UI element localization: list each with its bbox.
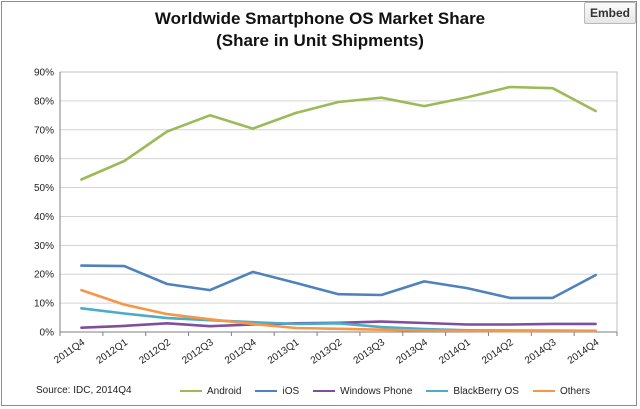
series-line-android (80, 85, 597, 181)
chart-title-line1: Worldwide Smartphone OS Market Share (154, 9, 486, 28)
y-tick-label: 20% (34, 270, 54, 281)
legend-swatch (180, 390, 202, 392)
legend-swatch (255, 390, 278, 392)
x-tick-label: 2013Q3 (352, 337, 388, 367)
y-tick-label: 30% (34, 241, 54, 252)
chart-legend: Android iOS Windows Phone BlackBerry OS Othe… (180, 384, 604, 398)
x-tick-label: 2014Q3 (523, 337, 559, 367)
y-tick-label: 0% (40, 328, 55, 339)
y-tick-label: 50% (34, 183, 54, 194)
legend-item-android: Android (180, 386, 241, 397)
x-tick-label: 2014Q1 (437, 337, 473, 367)
legend-label: Android (207, 385, 242, 397)
x-tick-label: 2014Q2 (480, 337, 516, 367)
x-tick-label: 2013Q4 (394, 337, 430, 367)
legend-label: Windows Phone (340, 385, 413, 397)
chart-source: Source: IDC, 2014Q4 (36, 385, 132, 396)
legend-item-blackberry-os: BlackBerry OS (426, 386, 519, 397)
legend-label: iOS (282, 385, 300, 397)
legend-label: BlackBerry OS (453, 385, 519, 397)
legend-swatch (426, 390, 449, 392)
y-tick-label: 40% (34, 212, 54, 223)
x-tick-label: 2012Q1 (95, 337, 131, 367)
embed-button[interactable]: Embed (584, 2, 636, 24)
x-tick-label: 2013Q2 (309, 337, 345, 367)
y-tick-label: 70% (34, 125, 54, 136)
legend-item-windows-phone: Windows Phone (313, 386, 412, 397)
x-tick-label: 2012Q2 (137, 337, 173, 367)
x-tick-label: 2014Q4 (566, 337, 602, 367)
x-tick-label: 2013Q1 (266, 337, 302, 367)
legend-item-others: Others (532, 385, 590, 397)
series-line-others (80, 288, 597, 333)
legend-label: Others (559, 385, 590, 397)
y-tick-label: 10% (34, 299, 54, 310)
x-tick-label: 2012Q4 (223, 337, 259, 367)
legend-swatch (532, 390, 555, 392)
chart-title: Worldwide Smartphone OS Market Share (Sh… (2, 8, 638, 52)
y-tick-label: 90% (34, 68, 54, 79)
y-tick-label: 60% (34, 154, 54, 165)
legend-item-ios: iOS (255, 386, 299, 397)
chart-title-line2: (Share in Unit Shipments) (216, 31, 424, 50)
x-tick-label: 2012Q3 (180, 337, 216, 367)
legend-swatch (313, 390, 336, 392)
x-tick-label: 2011Q4 (52, 337, 87, 366)
y-tick-label: 80% (34, 96, 54, 107)
series-line-ios (80, 264, 597, 300)
